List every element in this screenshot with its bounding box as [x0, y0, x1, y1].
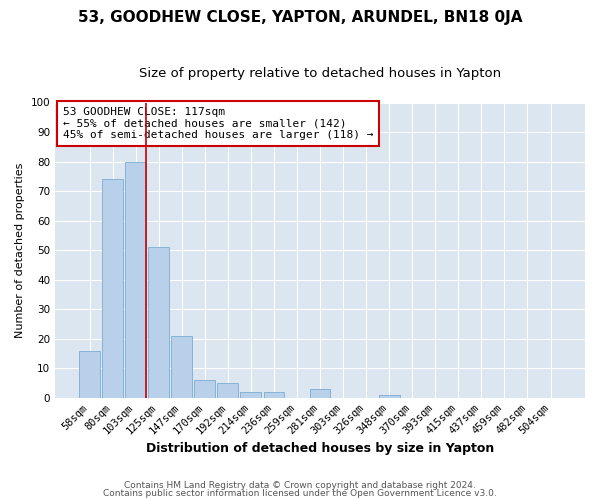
Text: Contains HM Land Registry data © Crown copyright and database right 2024.: Contains HM Land Registry data © Crown c…	[124, 481, 476, 490]
Text: Contains public sector information licensed under the Open Government Licence v3: Contains public sector information licen…	[103, 488, 497, 498]
X-axis label: Distribution of detached houses by size in Yapton: Distribution of detached houses by size …	[146, 442, 494, 455]
Bar	[241, 392, 261, 398]
Bar	[379, 395, 400, 398]
Bar	[217, 383, 238, 398]
Bar	[172, 336, 192, 398]
Y-axis label: Number of detached properties: Number of detached properties	[15, 162, 25, 338]
Bar	[148, 248, 169, 398]
Bar	[263, 392, 284, 398]
Bar	[310, 389, 331, 398]
Bar	[102, 180, 123, 398]
Bar	[125, 162, 146, 398]
Bar	[194, 380, 215, 398]
Bar	[79, 350, 100, 398]
Title: Size of property relative to detached houses in Yapton: Size of property relative to detached ho…	[139, 68, 501, 80]
Text: 53 GOODHEW CLOSE: 117sqm
← 55% of detached houses are smaller (142)
45% of semi-: 53 GOODHEW CLOSE: 117sqm ← 55% of detach…	[63, 107, 373, 140]
Text: 53, GOODHEW CLOSE, YAPTON, ARUNDEL, BN18 0JA: 53, GOODHEW CLOSE, YAPTON, ARUNDEL, BN18…	[78, 10, 522, 25]
